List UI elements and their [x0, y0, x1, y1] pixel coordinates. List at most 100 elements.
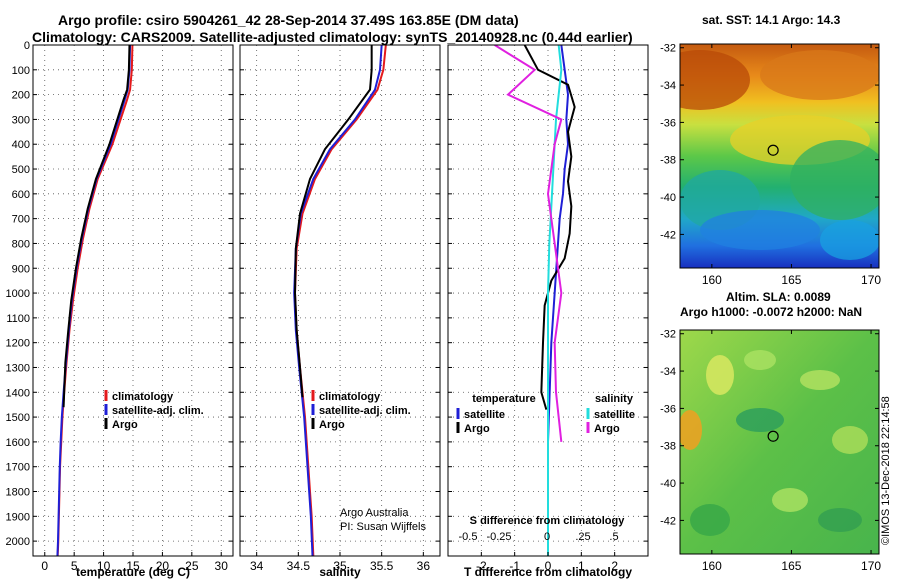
map-x-tick-label: 160: [702, 273, 722, 287]
y-tick-label: 400: [12, 139, 30, 151]
x-tick-label: 35: [333, 559, 347, 573]
x-axis-label: salinity: [319, 565, 361, 579]
map-y-tick-label: -34: [660, 80, 676, 92]
y-tick-label: 600: [12, 189, 30, 201]
x-tick-label: 5: [71, 559, 78, 573]
x-tick-label: 0: [545, 559, 552, 573]
y-tick-label: 900: [12, 263, 30, 275]
x-tick-label: 34: [250, 559, 264, 573]
y-tick-label: 0: [24, 40, 30, 52]
sla-patch: [736, 408, 784, 432]
sla-patch: [772, 488, 808, 512]
x-tick-label: 0: [41, 559, 48, 573]
legend-label: satellite: [594, 409, 635, 421]
panel-frame: [32, 44, 234, 557]
series-group: [293, 45, 387, 556]
sla-patch: [706, 355, 734, 395]
top-tick-label: 0: [544, 531, 550, 543]
series-temperature-argo: [523, 45, 576, 410]
map-field: [680, 330, 879, 554]
x-tick-label: 35.5: [370, 559, 394, 573]
map-x-tick-label: 165: [781, 273, 801, 287]
sst-patch: [820, 220, 879, 260]
legend-label: climatology: [112, 391, 174, 403]
map-x-tick-label: 160: [702, 559, 722, 573]
legend-label: Argo: [112, 419, 138, 431]
x-tick-label: -1: [509, 559, 520, 573]
map-y-tick-label: -34: [660, 366, 676, 378]
x-tick-label: 1: [578, 559, 585, 573]
map-y-tick-label: -42: [660, 515, 676, 527]
credit-line-1: Argo Australia: [340, 507, 409, 519]
map-y-tick-label: -38: [660, 441, 676, 453]
x-tick-label: 15: [126, 559, 140, 573]
top-tick-label: -0.25: [486, 531, 511, 543]
map-y-tick-label: -32: [660, 329, 676, 341]
sla-patch: [680, 410, 702, 450]
y-tick-label: 1000: [6, 288, 30, 300]
series-salinity-argo: [494, 45, 563, 443]
map-y-tick-label: -38: [660, 155, 676, 167]
map-x-tick-label: 170: [861, 273, 881, 287]
profile-location-marker: [767, 430, 779, 442]
y-tick-label: 1100: [6, 313, 30, 325]
x-axis-label: T difference from climatology: [464, 565, 632, 579]
legend-label: climatology: [319, 391, 381, 403]
x-tick-label: 20: [156, 559, 170, 573]
x-tick-label: 30: [215, 559, 229, 573]
map-y-tick-label: -40: [660, 478, 676, 490]
y-tick-label: 1200: [6, 338, 30, 350]
x-tick-label: 2: [611, 559, 618, 573]
x-tick-label: -2: [476, 559, 487, 573]
sla-patch: [800, 370, 840, 390]
sla-patch: [818, 508, 862, 532]
map-frame: [679, 43, 880, 269]
map-y-tick-label: -32: [660, 43, 676, 55]
map-y-tick-label: -42: [660, 229, 676, 241]
legend-label: Argo: [319, 419, 345, 431]
series-group: [494, 45, 576, 556]
legend-label: Argo: [464, 423, 490, 435]
series-temperature-satellite: [547, 45, 570, 556]
x-tick-label: 36: [417, 559, 431, 573]
map-x-tick-label: 170: [861, 559, 881, 573]
map-x-tick-label: 165: [781, 559, 801, 573]
y-tick-label: 1600: [6, 437, 30, 449]
series-group: [56, 45, 134, 556]
legend-label: satellite-adj. clim.: [319, 405, 411, 417]
sst-patch: [700, 210, 820, 250]
y-tick-label: 1400: [6, 387, 30, 399]
y-tick-label: 1800: [6, 487, 30, 499]
x-axis-label: temperature (deg C): [76, 565, 190, 579]
sst-map-title: sat. SST: 14.1 Argo: 14.3: [702, 13, 841, 27]
panel-frame: [239, 44, 441, 557]
legend-label: satellite-adj. clim.: [112, 405, 204, 417]
x-tick-label: 34.5: [287, 559, 311, 573]
main-title-line-1: Argo profile: csiro 5904261_42 28-Sep-20…: [58, 12, 519, 28]
sla-map-title: Altim. SLA: 0.0089: [726, 290, 831, 304]
sst-patch: [680, 50, 750, 110]
sla-map-subtitle: Argo h1000: -0.0072 h2000: NaN: [680, 305, 863, 319]
y-tick-label: 1500: [6, 412, 30, 424]
map-y-tick-label: -40: [660, 192, 676, 204]
sst-patch: [790, 140, 879, 220]
sst-patch: [760, 50, 879, 100]
series-climatology: [56, 45, 134, 556]
y-tick-label: 200: [12, 90, 30, 102]
sla-patch: [744, 350, 776, 370]
top-tick-label: -0.5: [459, 531, 478, 543]
y-tick-label: 100: [12, 65, 30, 77]
x-tick-label: 10: [97, 559, 111, 573]
y-tick-label: 500: [12, 164, 30, 176]
series-argo: [62, 45, 131, 408]
credit-block: Argo Australia PI: Susan Wijffels: [340, 506, 426, 534]
y-tick-label: 700: [12, 214, 30, 226]
y-tick-label: 1300: [6, 362, 30, 374]
sla-patch: [832, 426, 868, 454]
legend-label: Argo: [594, 423, 620, 435]
map-field: [680, 44, 879, 268]
top-axis-label: S difference from climatology: [470, 515, 626, 527]
map-y-tick-label: -36: [660, 403, 676, 415]
main-title-line-2: Climatology: CARS2009. Satellite-adjuste…: [32, 29, 633, 45]
